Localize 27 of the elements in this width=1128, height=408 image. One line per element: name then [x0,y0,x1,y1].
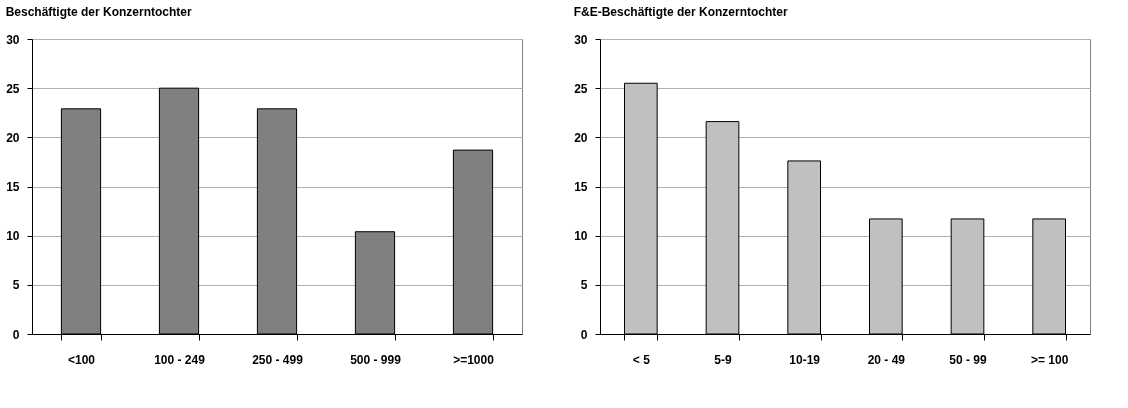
y-tick-label: 0 [580,327,588,342]
y-tick-label: 10 [574,229,588,244]
y-tick-label: 15 [574,180,588,194]
y-tick-label: 20 [574,130,588,145]
y-tick-label: 5 [12,278,20,293]
y-tick-label: 10 [6,229,20,244]
y-tick-label: 0 [12,327,20,342]
y-tick-label: 5 [580,278,588,293]
x-tick-label: >= 100 [1030,352,1069,367]
y-tick-label: 20 [6,130,20,145]
x-tick-label: 20 - 49 [867,352,906,367]
y-tick-label: 30 [574,32,588,47]
x-tick-label: 5-9 [714,352,732,367]
y-tick-label: 25 [6,81,20,96]
x-tick-label: 50 - 99 [949,352,988,367]
x-tick-label: <100 [67,352,96,367]
y-tick-label: 15 [6,180,20,194]
y-tick-label: 25 [574,81,588,96]
x-tick-label: < 5 [632,352,651,367]
x-tick-label: 250 - 499 [252,352,304,367]
chart-title: F&E-Beschäftigte der Konzerntochter [573,5,789,19]
chart-title: Beschäftigte der Konzerntochter [5,5,193,19]
x-tick-label: 100 - 249 [154,352,206,367]
y-tick-label: 30 [6,32,20,47]
x-tick-label: >=1000 [453,352,495,367]
x-tick-label: 10-19 [789,352,821,367]
x-tick-label: 500 - 999 [350,352,402,367]
